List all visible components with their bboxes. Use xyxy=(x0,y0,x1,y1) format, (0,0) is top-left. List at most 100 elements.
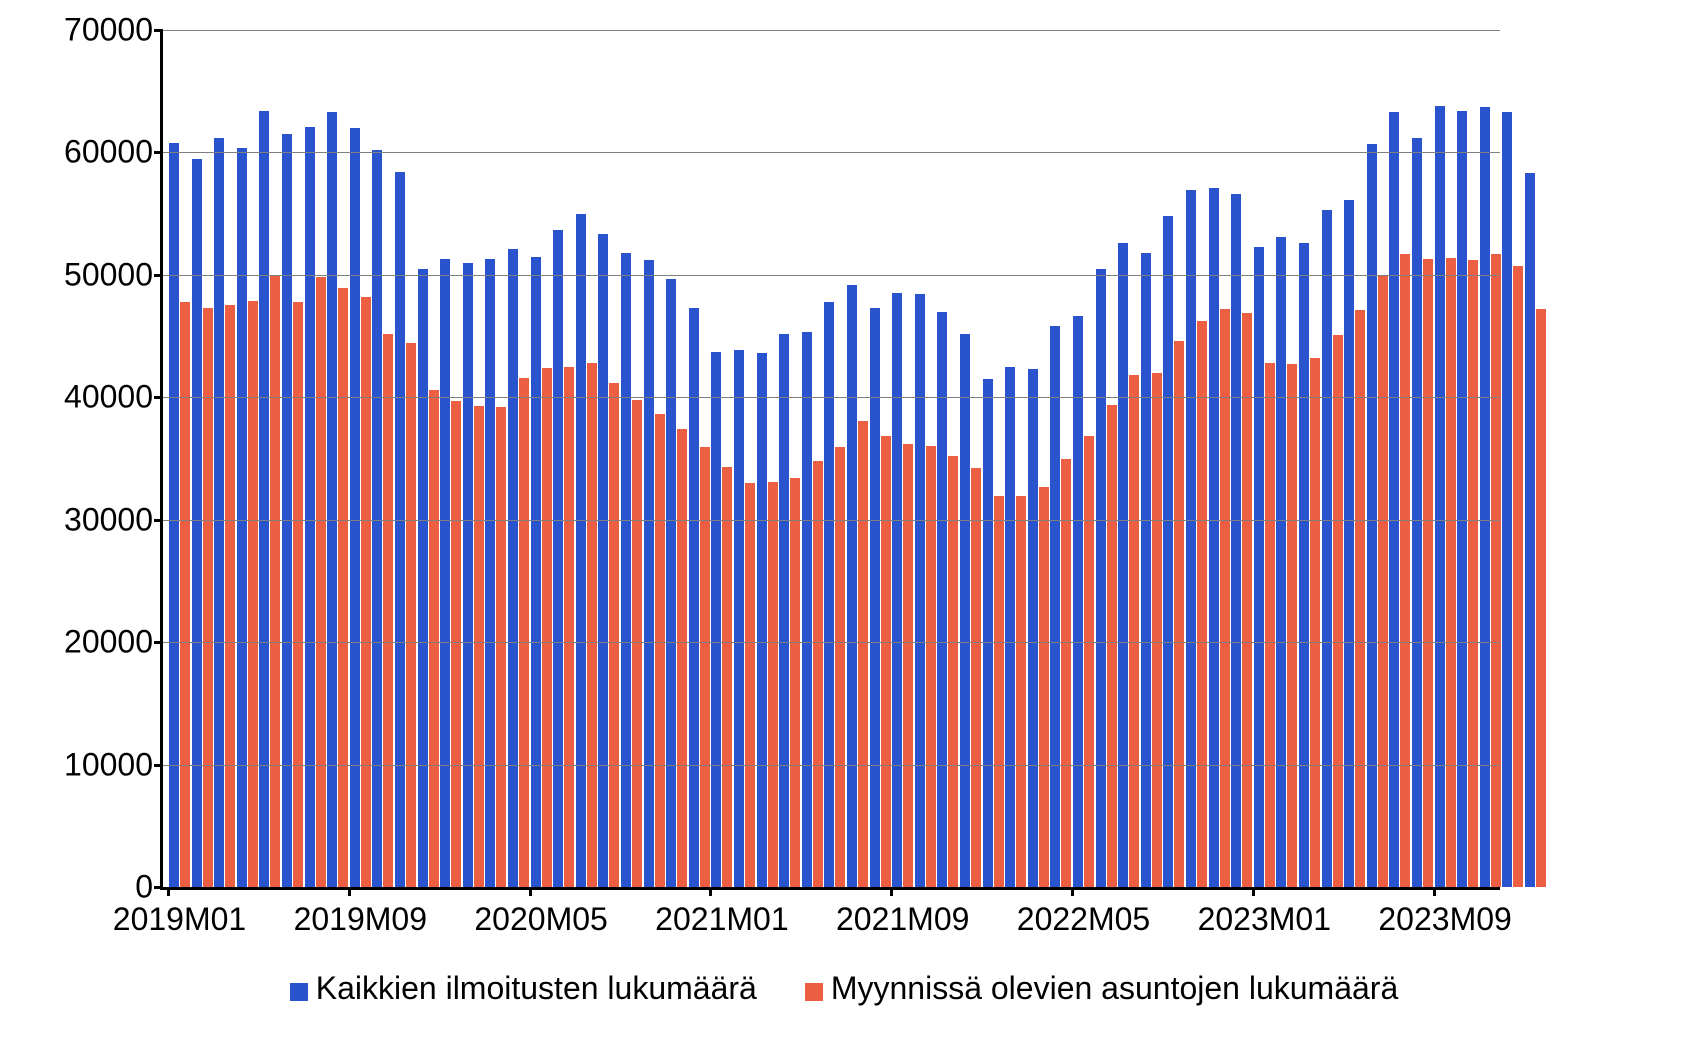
y-tick-mark xyxy=(154,519,163,522)
bar-series-0 xyxy=(1141,253,1151,887)
y-tick-label: 20000 xyxy=(64,624,153,661)
bar-series-0 xyxy=(305,127,315,887)
gridline xyxy=(163,30,1500,31)
x-tick-mark xyxy=(167,887,170,896)
x-tick-label: 2022M05 xyxy=(1017,901,1150,938)
bar-series-1 xyxy=(790,478,800,887)
x-tick-mark xyxy=(1252,887,1255,896)
bar-series-0 xyxy=(779,334,789,887)
legend-label: Kaikkien ilmoitusten lukumäärä xyxy=(316,970,757,1006)
bar-series-1 xyxy=(587,363,597,887)
bar-series-1 xyxy=(1107,405,1117,887)
bar-series-1 xyxy=(293,302,303,887)
bar-series-1 xyxy=(496,407,506,887)
bar-series-0 xyxy=(237,148,247,887)
bar-series-1 xyxy=(1310,358,1320,887)
bar-series-1 xyxy=(1378,275,1388,887)
x-tick-label: 2023M09 xyxy=(1378,901,1511,938)
bar-series-0 xyxy=(1096,269,1106,887)
x-tick-mark xyxy=(348,887,351,896)
bar-series-0 xyxy=(1502,112,1512,887)
bar-series-1 xyxy=(361,297,371,887)
bar-series-0 xyxy=(711,352,721,887)
x-tick-label: 2019M09 xyxy=(294,901,427,938)
bar-series-1 xyxy=(1061,459,1071,888)
bar-series-0 xyxy=(1299,243,1309,887)
bar-series-0 xyxy=(372,150,382,887)
x-tick-mark xyxy=(890,887,893,896)
bar-series-0 xyxy=(192,159,202,887)
bar-series-1 xyxy=(225,305,235,887)
bar-series-0 xyxy=(463,263,473,887)
bar-series-0 xyxy=(553,230,563,887)
bar-series-1 xyxy=(1197,321,1207,887)
bar-series-0 xyxy=(915,294,925,887)
bar-series-0 xyxy=(1073,316,1083,887)
bar-series-1 xyxy=(903,444,913,887)
x-tick-mark xyxy=(529,887,532,896)
x-tick-label: 2021M09 xyxy=(836,901,969,938)
bar-series-1 xyxy=(1152,373,1162,887)
bar-series-1 xyxy=(948,456,958,887)
y-tick-label: 60000 xyxy=(64,134,153,171)
bar-series-1 xyxy=(1400,254,1410,887)
bar-series-0 xyxy=(169,143,179,887)
x-tick-mark xyxy=(709,887,712,896)
bar-series-1 xyxy=(1220,309,1230,887)
bar-series-1 xyxy=(700,447,710,887)
bar-series-0 xyxy=(485,259,495,887)
bar-series-0 xyxy=(621,253,631,887)
bar-series-0 xyxy=(327,112,337,887)
bar-series-1 xyxy=(1491,254,1501,887)
bar-series-1 xyxy=(1039,487,1049,887)
y-tick-label: 40000 xyxy=(64,379,153,416)
bar-series-1 xyxy=(632,400,642,887)
bar-series-0 xyxy=(824,302,834,887)
bar-series-0 xyxy=(1480,107,1490,887)
bar-series-0 xyxy=(1457,111,1467,887)
bar-series-1 xyxy=(1287,364,1297,887)
gridline xyxy=(163,642,1500,643)
bar-series-0 xyxy=(1050,326,1060,887)
bar-series-1 xyxy=(406,343,416,887)
bar-series-0 xyxy=(983,379,993,887)
y-tick-label: 0 xyxy=(135,869,153,906)
bar-series-1 xyxy=(451,401,461,887)
bar-series-1 xyxy=(858,421,868,887)
bar-series-1 xyxy=(994,496,1004,887)
plot-area: 0100002000030000400005000060000700002019… xyxy=(160,30,1500,890)
x-tick-label: 2023M01 xyxy=(1198,901,1331,938)
gridline xyxy=(163,520,1500,521)
bar-series-0 xyxy=(1367,144,1377,887)
bar-series-0 xyxy=(1276,237,1286,887)
bar-series-0 xyxy=(531,257,541,888)
legend-swatch xyxy=(290,983,308,1001)
y-tick-label: 30000 xyxy=(64,501,153,538)
bar-series-1 xyxy=(1468,260,1478,887)
legend-swatch xyxy=(805,983,823,1001)
bar-series-1 xyxy=(383,334,393,887)
bar-series-0 xyxy=(508,249,518,887)
bar-series-0 xyxy=(1525,173,1535,887)
bar-series-1 xyxy=(180,302,190,887)
bar-series-1 xyxy=(1333,335,1343,887)
bar-series-0 xyxy=(1118,243,1128,887)
legend-label: Myynnissä olevien asuntojen lukumäärä xyxy=(831,970,1398,1006)
bar-series-1 xyxy=(564,367,574,887)
gridline xyxy=(163,765,1500,766)
x-tick-label: 2020M05 xyxy=(474,901,607,938)
bar-series-0 xyxy=(847,285,857,887)
y-tick-mark xyxy=(154,29,163,32)
bar-series-0 xyxy=(395,172,405,887)
y-tick-mark xyxy=(154,764,163,767)
bar-series-1 xyxy=(248,301,258,887)
bar-series-0 xyxy=(418,269,428,887)
bar-series-1 xyxy=(1265,363,1275,887)
gridline xyxy=(163,397,1500,398)
bar-series-0 xyxy=(802,332,812,887)
bar-series-1 xyxy=(542,368,552,887)
bar-series-0 xyxy=(440,259,450,887)
bar-series-0 xyxy=(870,308,880,887)
legend-item: Myynnissä olevien asuntojen lukumäärä xyxy=(805,970,1398,1007)
bar-series-1 xyxy=(203,308,213,887)
